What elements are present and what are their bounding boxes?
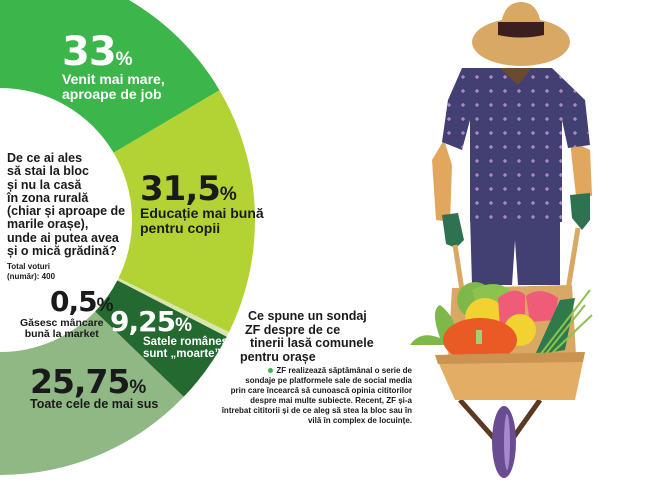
wheelbarrow-tray (435, 352, 585, 400)
wheelbarrow (410, 227, 593, 478)
body-text: ZF realizează săptămânal o serie de (276, 366, 412, 375)
question-line: și nu la casă (7, 177, 82, 192)
slice-label: bună la market (24, 328, 99, 341)
slice-label: Toate cele de mai sus (30, 397, 159, 411)
wheelbarrow-rim (435, 352, 585, 364)
bullet-dot-icon (268, 368, 274, 373)
question-line: în zona rurală (7, 190, 89, 205)
body-line: întrebat cititorii și de ce aleg să stea… (221, 406, 412, 415)
chart-question: De ce ai ales să stai la bloc și nu la c… (7, 151, 127, 258)
question-line: unde ai putea avea (7, 230, 119, 245)
percent-sign: % (129, 377, 147, 398)
farmer-wheelbarrow-illustration (410, 2, 593, 478)
value-label: 9,25 (110, 305, 176, 338)
percent-sign: % (115, 49, 133, 70)
total-line: (număr): 400 (7, 271, 56, 281)
value-label: 33 (62, 29, 117, 75)
body-line: prin care încearcă să cunoască opinia ci… (230, 386, 412, 395)
wheel-hub (504, 414, 510, 470)
slice-label: Venit mai mare, (62, 71, 165, 87)
arm (432, 140, 452, 222)
slice-label: pentru copii (140, 219, 221, 236)
farmer-figure (432, 2, 592, 285)
question-line: De ce ai ales (7, 151, 83, 165)
wheelbarrow-handle (565, 227, 581, 291)
question-line: (chiar și aproape de (7, 204, 126, 218)
pie-slice (117, 278, 229, 337)
label-25-75: 25,75% Toate cele de mai sus (30, 365, 158, 411)
slice-label: aproape de job (62, 85, 162, 102)
total-votes: Total voturi (număr): 400 (7, 262, 87, 281)
headline-line: ZF despre de ce (245, 322, 341, 337)
body-line: vilă în complex de locuințe. (307, 416, 412, 425)
pie-slice (113, 90, 256, 333)
pie-slice (95, 280, 227, 397)
hat-band (498, 22, 544, 38)
arm (570, 140, 592, 196)
half-donut-chart (0, 0, 256, 475)
label-33: 33% Venit mai mare, aproape de job (62, 32, 165, 101)
label-0-5: 0,5% Găsesc mâncare bună la market (20, 285, 114, 340)
value-label: 31,5 (140, 169, 221, 209)
label-9-25: 9,25% Satele românești sunt „moarte” (110, 305, 236, 361)
slice-label: Găsesc mâncare (20, 317, 104, 329)
pie-slice (0, 311, 184, 475)
neck (500, 68, 532, 85)
percent-sign: % (96, 295, 114, 316)
article-headline: Ce spune un sondaj ZF despre de ce tiner… (240, 309, 390, 364)
label-31-5: 31,5% Educație mai bună pentru copii (140, 172, 264, 235)
body-line: despre mai multe subiecte. Recent, ZF și… (250, 396, 412, 405)
pants (470, 215, 560, 285)
value-label: 0,5 (50, 285, 98, 318)
question-line: și o mică grădină? (7, 243, 117, 258)
slice-label: Satele românești (143, 336, 236, 348)
slice-label: sunt „moarte” (143, 348, 221, 361)
shirt-pattern (442, 68, 590, 222)
pepper-icon (526, 290, 558, 322)
slice-label-block: Găsesc mâncare bună la market (10, 317, 114, 341)
pie-slice (0, 0, 220, 153)
body-line: sondaje pe platformele sale de social me… (245, 376, 412, 385)
glove-icon (570, 193, 590, 230)
headline-line: Ce spune un sondaj (248, 309, 367, 323)
percent-sign: % (219, 184, 237, 205)
question-line: marile orașe), (7, 217, 89, 232)
pumpkin-stem (476, 330, 482, 344)
slice-label: Educație mai bună (140, 205, 264, 221)
value-label: 25,75 (30, 362, 130, 401)
question-line: să stai la bloc (7, 164, 89, 179)
article-body: ZF realizează săptămânal o serie de sond… (212, 366, 412, 426)
headline-line: pentru orașe (240, 349, 316, 364)
wheelbarrow-handle (452, 244, 465, 291)
total-line: Total voturi (7, 262, 50, 271)
greens-stalks (539, 289, 593, 356)
body-line: ZF realizează săptămânal o serie de (212, 366, 412, 376)
glove-icon (442, 213, 464, 248)
percent-sign: % (175, 315, 192, 336)
headline-line: tinerii lasă comunele (250, 336, 374, 350)
hat-icon (472, 18, 570, 66)
